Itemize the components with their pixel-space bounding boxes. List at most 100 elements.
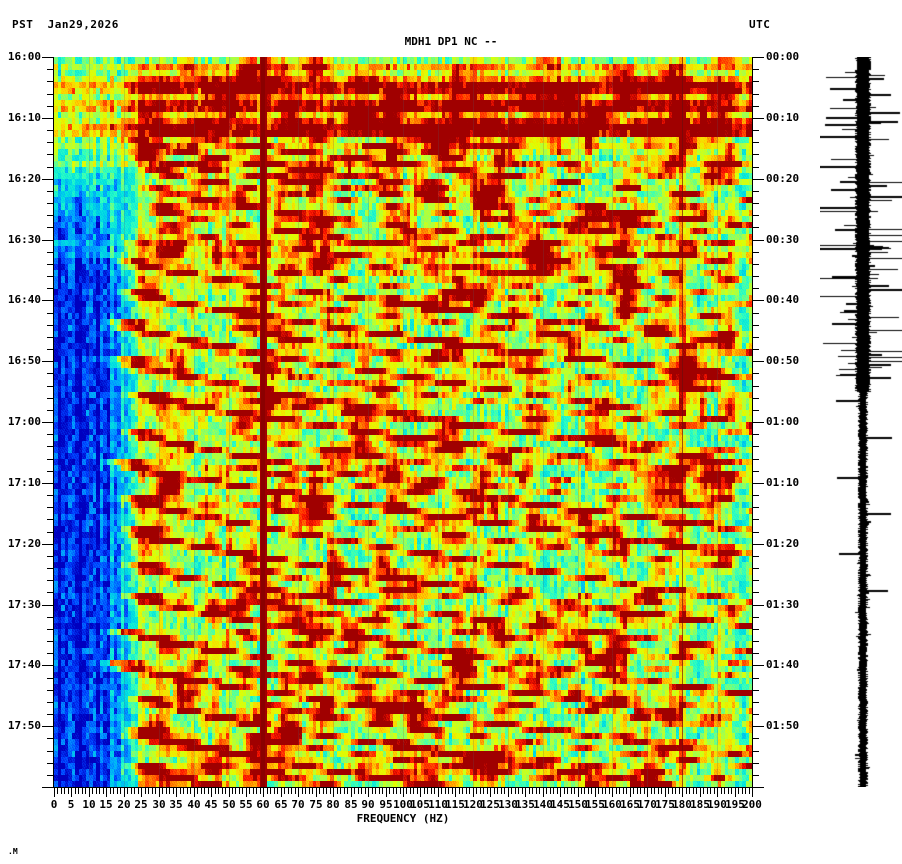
frequency-axis-label: 135 [515,798,535,811]
frequency-axis-tick [64,788,65,794]
frequency-axis-tick [78,788,79,794]
frequency-axis-tick [721,788,722,794]
frequency-axis-tick [145,788,146,794]
left-axis-time-label: 17:20 [7,537,41,550]
left-axis-time-label: 17:00 [7,415,41,428]
frequency-axis-tick [96,788,97,794]
frequency-axis-tick [235,788,236,794]
right-axis-tick [753,702,759,703]
right-axis-tick [753,118,764,119]
frequency-axis-label: 95 [379,798,393,811]
frequency-axis-tick [742,788,743,794]
frequency-axis-tick [679,788,680,794]
frequency-axis-label: 165 [620,798,640,811]
frequency-axis-tick [700,788,701,797]
left-axis-tick [47,519,53,520]
right-axis-tick [753,629,759,630]
left-axis-time-label: 17:30 [7,598,41,611]
frequency-axis-tick [654,788,655,794]
seismogram-trace[interactable] [820,57,902,787]
left-axis-tick [47,264,53,265]
frequency-axis-tick [682,788,683,797]
frequency-axis-tick [518,788,519,794]
frequency-axis-tick [351,788,352,797]
left-axis-tick [47,215,53,216]
frequency-axis-tick [375,788,376,794]
frequency-axis-tick [508,788,509,797]
frequency-axis-tick [441,788,442,794]
frequency-axis-tick [239,788,240,794]
frequency-axis-tick [717,788,718,797]
frequency-axis-tick [340,788,341,794]
frequency-axis-tick [309,788,310,794]
frequency-axis-tick [176,788,177,797]
left-axis-tick [47,471,53,472]
left-axis-tick [47,337,53,338]
frequency-axis-label: 75 [309,798,323,811]
frequency-axis-tick [612,788,613,797]
right-axis-tick [753,434,759,435]
frequency-axis-tick [724,788,725,794]
left-axis-tick [47,154,53,155]
seismogram-waveform-panel[interactable] [820,57,902,787]
frequency-axis-label: 175 [655,798,675,811]
frequency-axis-tick [389,788,390,794]
right-axis-tick [753,726,764,727]
frequency-axis-tick [731,788,732,794]
right-axis-tick [753,349,759,350]
left-axis-tick [42,665,53,666]
frequency-axis-label: 50 [222,798,236,811]
right-axis-time-label: 00:50 [766,354,800,367]
spectrogram-image[interactable] [54,57,752,787]
left-axis-tick [47,459,53,460]
left-axis-time-label: 17:40 [7,658,41,671]
right-axis-time-label: 01:40 [766,658,800,671]
frequency-axis-label: 85 [344,798,358,811]
frequency-axis-title: FREQUENCY (HZ) [356,812,450,825]
frequency-axis-tick [469,788,470,794]
frequency-axis-tick [256,788,257,794]
frequency-axis-tick [222,788,223,794]
frequency-axis-tick [211,788,212,797]
frequency-axis-tick [110,788,111,794]
left-axis-tick [47,373,53,374]
frequency-axis-tick [263,788,264,797]
left-axis-time-label: 16:00 [7,50,41,63]
left-axis-tick [47,641,53,642]
frequency-axis-tick [201,788,202,794]
frequency-axis-tick [204,788,205,794]
left-axis-tick [47,507,53,508]
frequency-axis-tick [274,788,275,794]
frequency-axis-tick [553,788,554,794]
frequency-axis-tick [277,788,278,794]
frequency-axis-tick [483,788,484,794]
frequency-axis-label: 0 [50,798,58,811]
right-axis-tick [753,106,759,107]
frequency-axis-tick [658,788,659,794]
frequency-axis-tick [462,788,463,794]
frequency-axis-tick [693,788,694,794]
spectrogram-plot[interactable] [54,57,752,787]
frequency-axis-tick [82,788,83,794]
bottom-axis-line [53,787,753,788]
right-axis-tick [753,215,759,216]
frequency-axis-tick [400,788,401,794]
frequency-axis-tick [187,788,188,794]
left-axis-tick [42,544,53,545]
right-axis-tick [753,738,759,739]
frequency-axis-tick [522,788,523,794]
frequency-axis-tick [696,788,697,794]
frequency-axis-tick [515,788,516,794]
right-axis-tick [753,313,759,314]
frequency-axis-tick [494,788,495,794]
right-axis-tick [753,556,759,557]
frequency-axis-tick [602,788,603,794]
frequency-axis-tick [424,788,425,794]
frequency-axis-tick [403,788,404,797]
left-axis-tick [47,678,53,679]
frequency-axis-tick [141,788,142,797]
frequency-axis-tick [623,788,624,794]
frequency-axis-tick [71,788,72,797]
frequency-axis-tick [298,788,299,797]
left-axis-tick [47,191,53,192]
